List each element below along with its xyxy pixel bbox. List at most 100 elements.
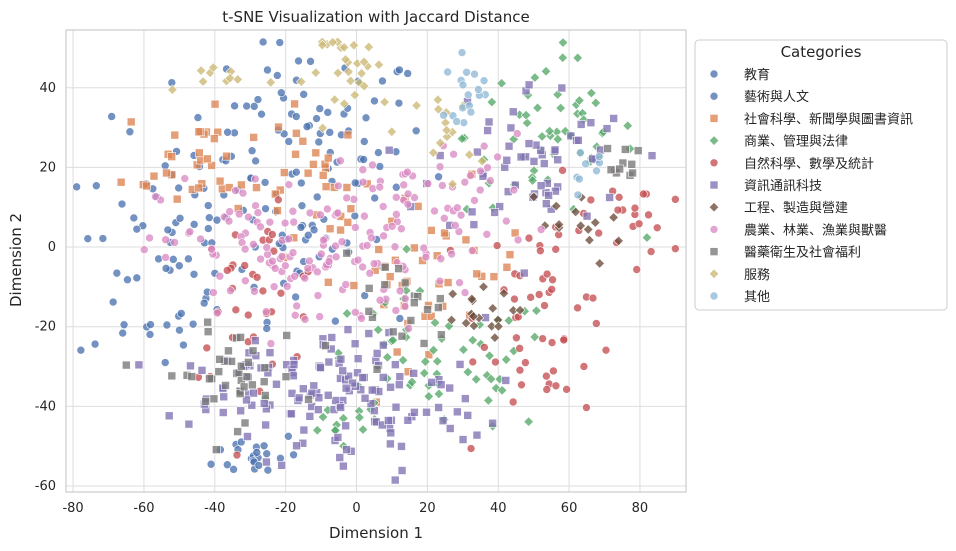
data-point [395, 372, 405, 381]
data-point [172, 194, 182, 204]
data-point [509, 185, 519, 195]
data-point [388, 327, 398, 337]
data-point [443, 278, 453, 287]
legend-marker [709, 291, 719, 301]
data-point [299, 425, 309, 435]
data-point [327, 37, 338, 48]
data-point [489, 332, 501, 343]
data-point [590, 97, 602, 109]
data-point [515, 344, 524, 353]
data-point [258, 37, 268, 47]
data-point [486, 176, 495, 185]
x-tick-label: 80 [632, 501, 649, 516]
data-point [372, 324, 384, 336]
data-point [273, 71, 282, 80]
data-point [557, 83, 567, 93]
data-point [428, 147, 439, 158]
data-point [646, 247, 656, 256]
data-point [529, 331, 540, 343]
legend-marker [709, 180, 719, 190]
data-point [475, 185, 485, 195]
data-point [493, 152, 502, 162]
data-point [400, 278, 410, 288]
data-point [464, 149, 475, 160]
data-point [498, 288, 510, 299]
data-point [395, 286, 405, 296]
data-point [203, 201, 213, 210]
data-point [456, 210, 466, 220]
data-point [184, 254, 193, 264]
data-point [370, 193, 380, 203]
data-point [584, 234, 595, 246]
data-point [628, 168, 637, 178]
data-point [403, 69, 412, 78]
data-point [208, 62, 219, 73]
data-point [160, 358, 170, 367]
series-7 [139, 129, 546, 348]
data-point [461, 394, 470, 403]
data-point [324, 357, 334, 367]
data-point [253, 208, 263, 217]
data-point [277, 88, 286, 98]
data-point [209, 288, 218, 297]
data-point [380, 280, 390, 290]
data-point [256, 254, 265, 264]
data-point [332, 67, 344, 79]
data-point [395, 314, 405, 323]
data-point [263, 465, 273, 475]
data-point [517, 380, 526, 390]
data-point [342, 445, 351, 454]
data-point [289, 360, 299, 369]
data-point [350, 339, 360, 349]
data-point [335, 453, 345, 462]
data-point [516, 152, 526, 162]
data-point [196, 234, 205, 244]
data-point [212, 445, 221, 454]
data-point [209, 394, 219, 404]
data-point [488, 418, 497, 428]
data-point [250, 287, 259, 296]
data-point [536, 146, 546, 155]
data-point [562, 385, 571, 394]
data-point [576, 120, 586, 129]
legend-marker [709, 69, 719, 79]
data-point [358, 373, 368, 382]
data-point [440, 213, 449, 223]
data-point [145, 233, 154, 243]
legend-marker [708, 135, 720, 146]
data-point [300, 273, 310, 283]
data-point [341, 383, 351, 393]
data-point [236, 406, 245, 416]
data-point [337, 237, 347, 247]
data-point [263, 65, 272, 75]
data-point [317, 411, 329, 423]
data-point [632, 265, 642, 274]
data-point [346, 204, 356, 214]
data-point [210, 99, 220, 109]
x-tick-labels: -80 -60 -40 -20 0 20 40 60 80 [62, 501, 648, 516]
data-point [601, 345, 611, 355]
data-point [291, 112, 301, 121]
data-point [426, 226, 436, 235]
data-point [194, 183, 204, 193]
data-point [260, 363, 270, 373]
data-point [340, 54, 351, 65]
data-point [249, 133, 258, 142]
data-point [72, 182, 81, 192]
data-point [225, 207, 234, 216]
data-point [212, 215, 222, 225]
data-point [435, 151, 445, 160]
series-8 [121, 144, 643, 454]
data-point [354, 412, 365, 423]
data-point [474, 85, 483, 94]
data-point [468, 320, 480, 332]
data-point [588, 293, 598, 303]
data-point [495, 202, 504, 211]
data-point [542, 269, 552, 279]
data-point [436, 254, 446, 264]
data-point [353, 255, 363, 265]
data-point [319, 235, 328, 245]
data-point [262, 457, 271, 467]
y-tick-label: 0 [48, 240, 56, 255]
